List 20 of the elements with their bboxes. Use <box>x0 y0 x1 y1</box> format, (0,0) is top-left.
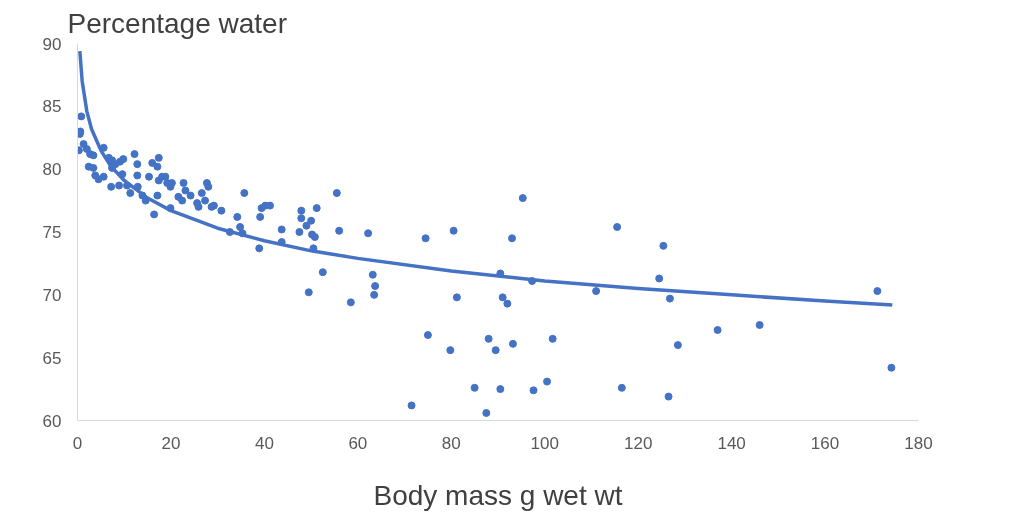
y-tick-label: 75 <box>42 223 62 242</box>
y-tick-label: 60 <box>42 411 62 431</box>
x-tick-label: 180 <box>904 433 933 453</box>
x-tick-label: 120 <box>623 433 653 453</box>
line-series <box>78 49 895 307</box>
y-tick-label: 70 <box>42 285 62 305</box>
x-tick-label: 20 <box>161 433 181 453</box>
x-tick-label: 0 <box>72 433 83 453</box>
x-axis-title: Body mass g wet wt <box>373 479 623 511</box>
x-tick-label: 100 <box>530 433 559 453</box>
y-tick-label: 85 <box>42 97 62 117</box>
y-tick-label: 65 <box>42 348 62 368</box>
x-tick-label: 60 <box>348 433 368 453</box>
y-tick-label: 90 <box>42 34 62 54</box>
chart-title: Percentage water <box>67 7 287 39</box>
x-tick-label: 160 <box>810 433 840 453</box>
x-tick-label: 40 <box>254 433 274 453</box>
x-tick-label: 140 <box>717 433 746 453</box>
y-tick-label: 80 <box>42 160 62 180</box>
x-tick-label: 80 <box>441 433 461 453</box>
